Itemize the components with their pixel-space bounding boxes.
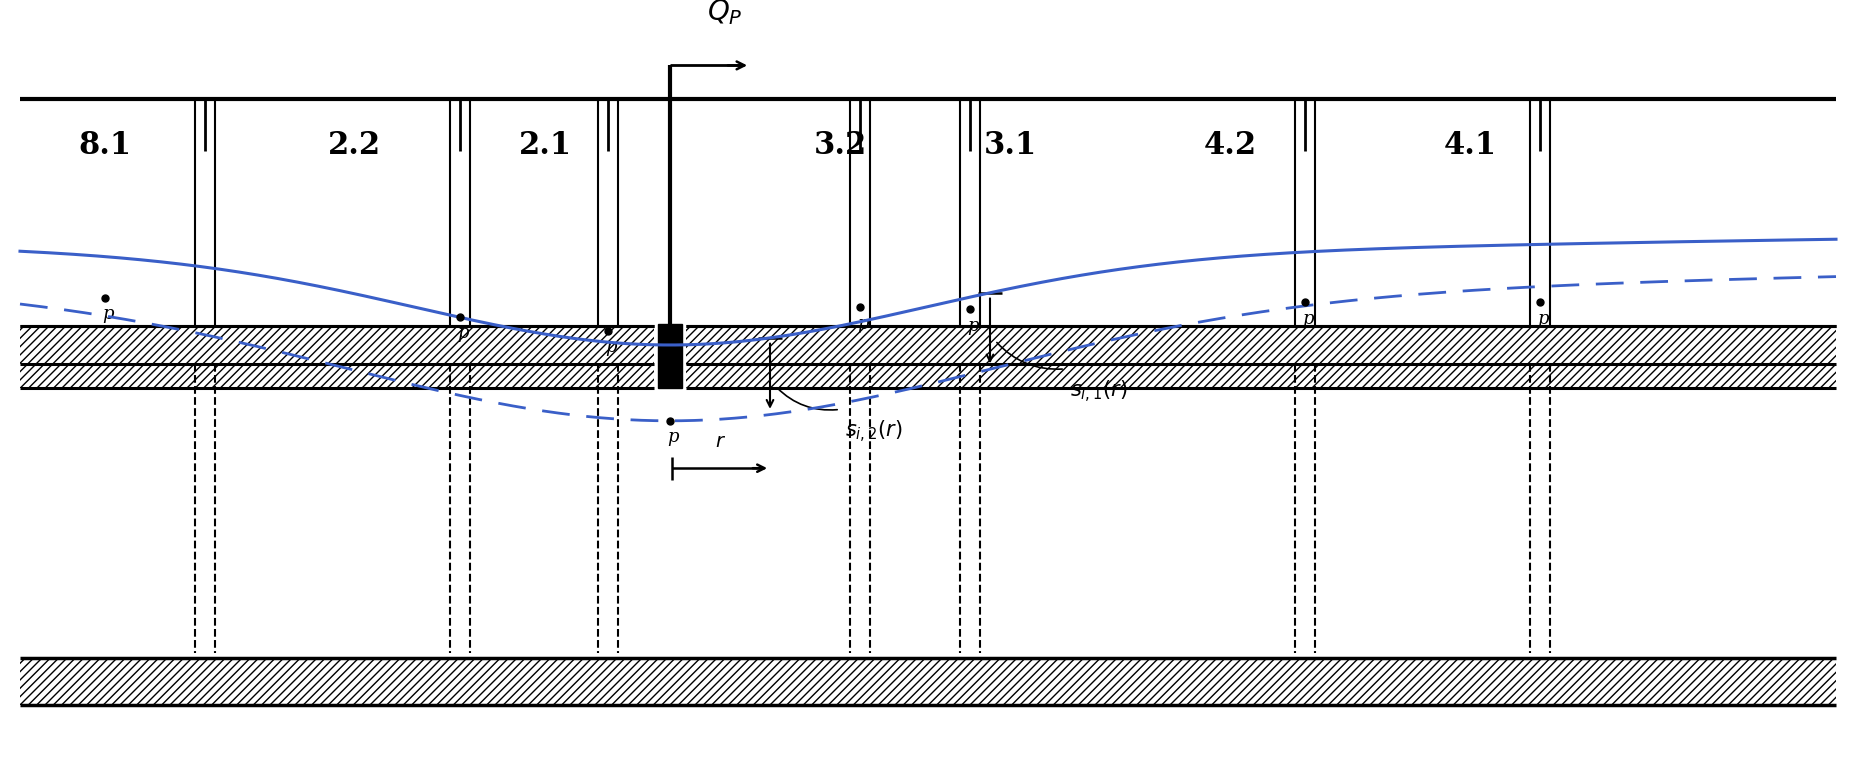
Bar <box>686 326 1835 388</box>
Text: p: p <box>1302 310 1313 328</box>
Text: 8.1: 8.1 <box>78 130 132 162</box>
Text: 3.2: 3.2 <box>812 130 866 162</box>
Text: p: p <box>456 324 469 342</box>
Text: 2.2: 2.2 <box>328 130 382 162</box>
Text: $s_{i,2}(r)$: $s_{i,2}(r)$ <box>844 419 902 445</box>
Text: p: p <box>102 306 113 323</box>
Text: 2.1: 2.1 <box>518 130 571 162</box>
Text: 3.1: 3.1 <box>983 130 1035 162</box>
Text: p: p <box>668 428 679 447</box>
Text: 4.2: 4.2 <box>1202 130 1256 162</box>
Text: $r$: $r$ <box>714 433 725 451</box>
Bar <box>659 324 681 388</box>
Text: $Q_P$: $Q_P$ <box>707 0 742 27</box>
Text: p: p <box>605 338 616 357</box>
Text: 4.1: 4.1 <box>1443 130 1495 162</box>
Text: p: p <box>1536 310 1547 328</box>
Text: p: p <box>966 316 978 335</box>
Bar <box>20 658 1835 705</box>
Bar <box>20 326 653 388</box>
Text: p: p <box>857 315 868 333</box>
Text: $s_{i,1}(r)$: $s_{i,1}(r)$ <box>1070 379 1126 405</box>
